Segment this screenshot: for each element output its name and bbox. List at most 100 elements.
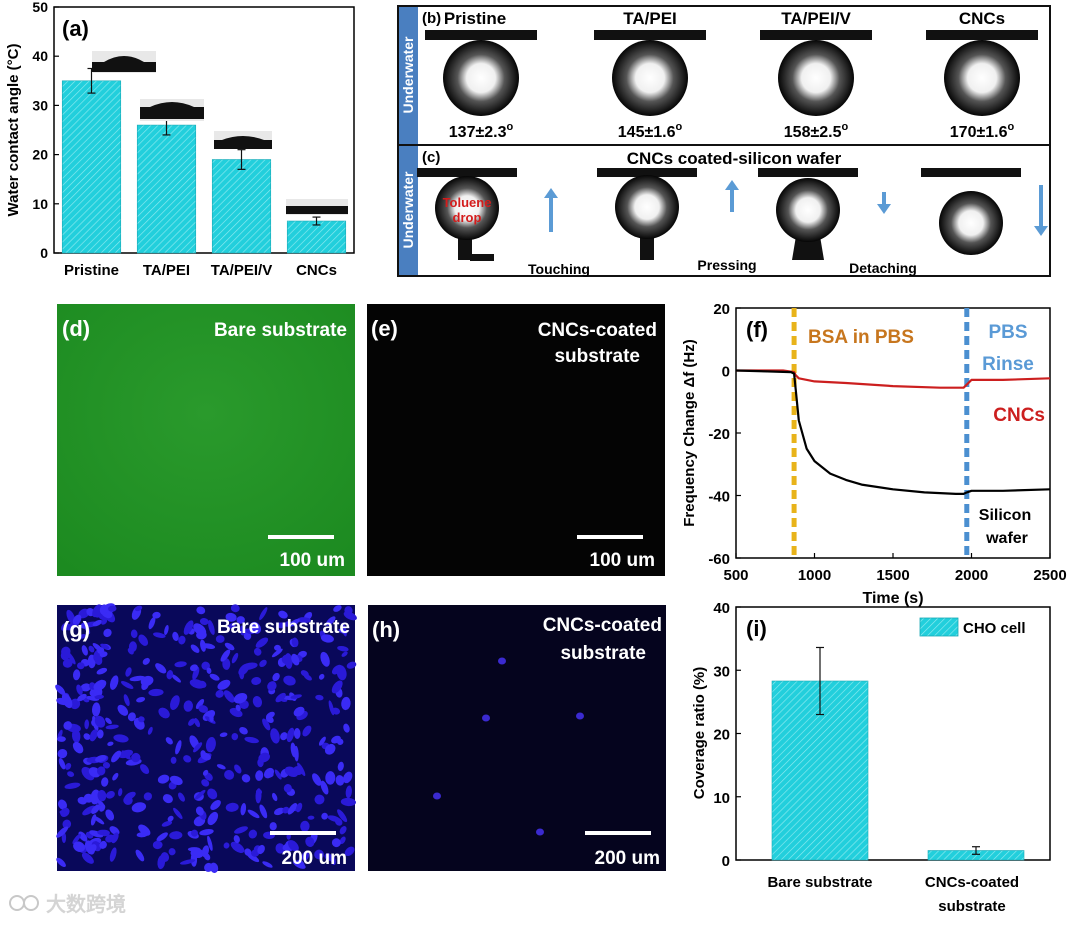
panel-g-cell: [234, 826, 248, 834]
panel-g-cell: [314, 794, 325, 805]
panel-g-cell: [118, 788, 123, 797]
panel-i-bars: [771, 646, 1025, 861]
panel-i-ytick-label: 20: [713, 727, 730, 744]
panel-f-frame: [735, 307, 1051, 559]
watermark-text: 大数跨境: [46, 892, 126, 916]
panel-a-xtick-label: TA/PEI/V: [211, 262, 272, 279]
panel-g-cell: [193, 718, 201, 728]
panel-g-cell: [344, 846, 355, 856]
panel-g-cell: [320, 780, 329, 795]
panel-g-cell: [331, 838, 341, 848]
panel-i-label: (i): [746, 616, 767, 641]
panel-g-cell: [183, 755, 192, 763]
panel-g-cell: [97, 829, 109, 836]
panel-g-cell: [258, 752, 271, 763]
panel-g-cell: [138, 634, 149, 646]
panel-i-ytick-label: 0: [722, 853, 730, 870]
panel-c-drop: [435, 176, 499, 240]
panel-g-cell: [288, 618, 300, 627]
panel-g-cell: [198, 680, 207, 688]
panel-d-image: [57, 304, 355, 576]
panel-g-title: Bare substrate: [217, 617, 350, 638]
panel-g-cell: [56, 826, 69, 838]
panel-g-cell: [247, 853, 260, 863]
panel-g-cell: [124, 791, 136, 800]
panel-g-cell: [233, 835, 240, 844]
panel-g-cell: [230, 841, 245, 853]
panel-g-cell: [105, 809, 115, 821]
panel-b-drop: [612, 40, 688, 116]
panel-b-angle: 137±2.3o: [449, 121, 514, 141]
panel-c-substrate: [921, 168, 1021, 177]
panel-g-cell: [101, 618, 108, 625]
panel-f-xtick-label: 1000: [798, 567, 831, 584]
panel-g-cell: [130, 629, 138, 639]
panel-b-drops: Pristine 137±2.3o TA/PEI 145±1.6o TA/PEI/V 15…: [425, 9, 1038, 141]
panel-b-title: CNCs: [959, 9, 1005, 28]
panel-g-cell: [96, 667, 108, 675]
panel-g-cell: [241, 662, 258, 670]
panel-g-cell: [305, 836, 315, 847]
panel-i-legend-label: CHO cell: [963, 620, 1026, 637]
panel-g-cell: [340, 797, 356, 807]
panel-g-cell: [71, 728, 81, 743]
panel-a-bar: [61, 80, 122, 254]
panel-d-scale: 100 um: [280, 550, 345, 571]
panel-g-cell: [131, 752, 141, 763]
panel-h-label: (h): [372, 617, 400, 642]
panel-g-cell: [62, 819, 72, 829]
panel-f-ytick-label: -40: [708, 489, 730, 506]
panel-g-cell: [283, 675, 296, 686]
panel-a-ytick-label: 30: [32, 97, 48, 113]
panel-g-cell: [138, 716, 145, 723]
panel-g-cell: [108, 605, 117, 612]
panel-g-cell: [81, 852, 94, 864]
panel-g-cell: [80, 683, 91, 692]
panel-g-cell: [72, 614, 82, 625]
panel-f-ytick-label: -60: [708, 551, 730, 568]
panel-g-cell: [248, 829, 258, 839]
panel-g-cell: [269, 822, 277, 831]
panel-g-cell: [291, 637, 299, 648]
panel-g-cell: [140, 764, 150, 775]
panel-g-cell: [196, 606, 206, 615]
panel-h-cell: [536, 828, 544, 836]
panel-g-cell: [61, 622, 70, 632]
panel-g-cell: [209, 673, 220, 681]
panel-g-cell: [220, 649, 231, 662]
panel-g-cell: [255, 637, 269, 648]
panel-i-axes: 0 10 20 30 40: [713, 600, 741, 870]
panel-e-title-line1: CNCs-coated: [538, 320, 657, 341]
panel-g-cell: [249, 621, 262, 634]
panel-g-cell: [57, 799, 68, 810]
panel-g-cell: [82, 805, 96, 816]
panel-d-scale-bar: [268, 535, 334, 539]
panel-g-cell: [231, 733, 239, 741]
panel-g-cell: [210, 800, 221, 810]
panel-c-label: (c): [422, 149, 440, 166]
panel-g-cell: [64, 762, 72, 770]
panel-b-substrate: [425, 30, 537, 40]
panel-f-marker-label-pbs: PBS: [988, 322, 1027, 343]
panel-g-cell: [320, 634, 334, 643]
panel-g-cell: [262, 718, 271, 731]
panel-a-ytick-label: 20: [32, 147, 48, 163]
panel-g-cell: [251, 849, 260, 857]
panel-g-cell: [73, 841, 86, 852]
panel-g-cell: [275, 692, 286, 703]
panel-f-series-label-wafer: wafer: [985, 530, 1028, 547]
panel-g-cell: [315, 694, 324, 701]
panel-g-cell: [307, 815, 315, 820]
panel-g-cell: [123, 694, 130, 707]
panel-g-cell: [257, 844, 265, 855]
panel-g-cell: [239, 726, 248, 735]
panel-c-step-label: Detaching: [849, 260, 917, 276]
panel-g-cell: [162, 794, 173, 804]
panel-g-cell: [134, 605, 143, 612]
panel-g-cell: [280, 732, 288, 741]
panel-f-ytick-label: 0: [722, 364, 730, 381]
panel-g-cell: [58, 758, 66, 770]
panel-b-substrate: [926, 30, 1038, 40]
panel-c-substrate: [597, 168, 697, 177]
panel-c-step-label: Pressing: [697, 257, 756, 273]
